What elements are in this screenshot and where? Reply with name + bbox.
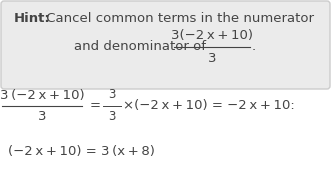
FancyBboxPatch shape (1, 1, 330, 89)
Text: 3(−2 x + 10): 3(−2 x + 10) (171, 30, 253, 42)
Text: .: . (252, 41, 256, 53)
Text: =: = (90, 100, 101, 113)
Text: 3: 3 (208, 52, 216, 65)
Text: 3 (−2 x + 10): 3 (−2 x + 10) (0, 89, 84, 101)
Text: Cancel common terms in the numerator: Cancel common terms in the numerator (42, 11, 314, 25)
Text: 3: 3 (108, 110, 116, 124)
Text: (−2 x + 10) = 3 (x + 8): (−2 x + 10) = 3 (x + 8) (8, 145, 155, 159)
Text: and denominator of: and denominator of (74, 41, 210, 53)
Text: ×(−2 x + 10) = −2 x + 10:: ×(−2 x + 10) = −2 x + 10: (123, 100, 295, 113)
Text: 3: 3 (38, 110, 46, 124)
Text: Hint:: Hint: (14, 11, 51, 25)
Text: 3: 3 (108, 89, 116, 101)
